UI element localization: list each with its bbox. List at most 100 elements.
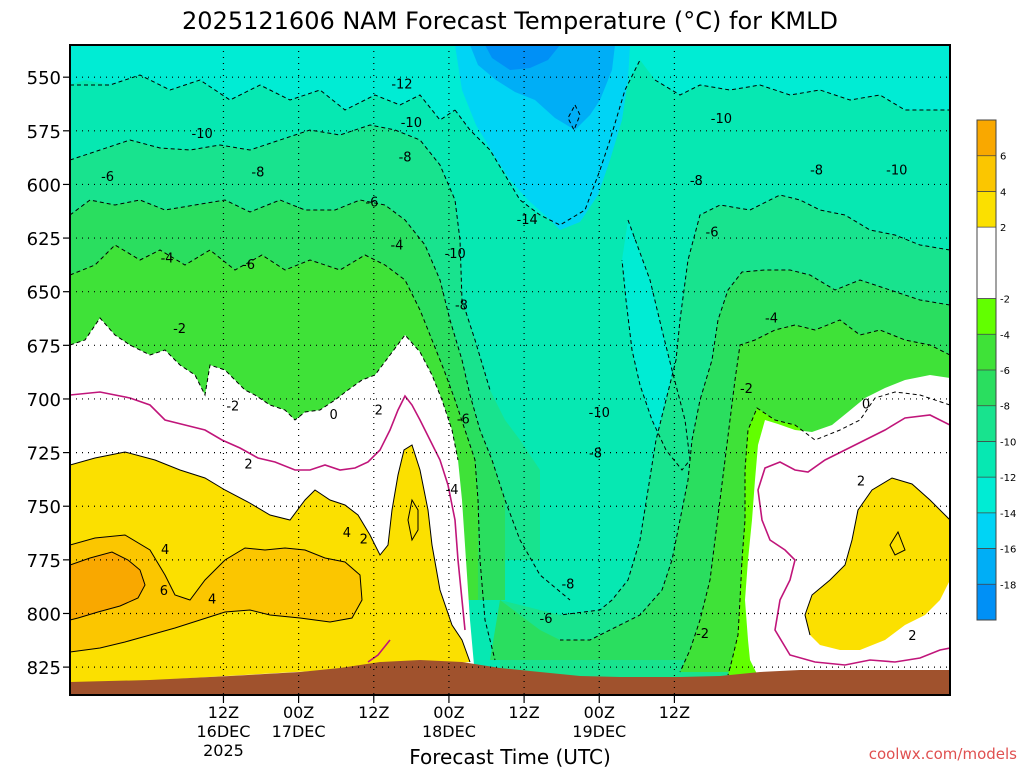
contour-label: 0 xyxy=(862,397,870,412)
colorbar-swatch xyxy=(977,120,996,156)
positive-contours xyxy=(70,444,950,663)
x-tick-label-time: 12Z xyxy=(508,703,539,722)
colorbar-swatch xyxy=(977,512,996,549)
y-tick-label-700: 700 xyxy=(27,390,61,411)
y-tick-label-800: 800 xyxy=(27,604,61,625)
colorbar-swatch xyxy=(977,191,996,228)
contour-label: -2 xyxy=(740,382,753,397)
x-tick-label-date: 18DEC xyxy=(422,722,476,741)
x-tick-label-time: 00Z xyxy=(433,703,464,722)
contour-label: 2 xyxy=(857,474,865,489)
contour-label: -6 xyxy=(540,612,553,627)
contour-label: 4 xyxy=(343,526,351,541)
y-tick-label-575: 575 xyxy=(27,122,61,143)
contour-label: -8 xyxy=(399,151,412,166)
colorbar-swatch xyxy=(977,405,996,442)
contour-label: -12 xyxy=(391,78,412,93)
contour-label: -10 xyxy=(886,163,907,178)
contour-label: -8 xyxy=(690,174,703,189)
colorbar-swatch xyxy=(977,155,996,192)
chart-title: 2025121606 NAM Forecast Temperature (°C)… xyxy=(182,7,838,35)
y-tick-label-775: 775 xyxy=(27,551,61,572)
contour-label: 2 xyxy=(908,629,916,644)
plot-area: -12 -10 -10 -10 -10 -8 -8 -8 -8 -6 -6 -6 -14 -4 -4 -4 -6… xyxy=(70,45,950,695)
y-tick-label-600: 600 xyxy=(27,175,61,196)
colorbar-swatch xyxy=(977,441,996,478)
x-axis-label: Forecast Time (UTC) xyxy=(409,745,611,768)
contour-label: -2 xyxy=(226,399,239,414)
zero-contour xyxy=(70,391,950,666)
x-tick-label-date: 16DEC xyxy=(196,722,250,741)
x-tick-label-year: 2025 xyxy=(203,741,244,760)
colorbar-swatch xyxy=(977,227,996,299)
contour-label: 4 xyxy=(208,592,216,607)
x-tick-label-date: 19DEC xyxy=(572,722,626,741)
x-tick-label-time: 00Z xyxy=(584,703,615,722)
contour-label: -10 xyxy=(445,247,466,262)
y-tick-label-550: 550 xyxy=(27,68,61,89)
contour-label: -4 xyxy=(765,311,778,326)
colorbar-legend: 6 4 2 -2 -4 -6 -8 -10 -12 -14 -16 -18 xyxy=(976,119,1016,621)
contour-label: -10 xyxy=(401,116,422,131)
contour-label: -6 xyxy=(101,170,114,185)
contour-label: -8 xyxy=(810,163,823,178)
colorbar-label: 2 xyxy=(1000,223,1006,234)
plot-frame xyxy=(69,44,951,696)
terrain xyxy=(70,660,950,695)
colorbar-label: -2 xyxy=(1000,295,1010,306)
field-4-to-6-left xyxy=(70,535,362,652)
contour-label: -6 xyxy=(457,412,470,427)
field-2-to-4-right xyxy=(805,478,950,650)
contour-label: 2 xyxy=(375,404,383,419)
colorbar-swatch xyxy=(977,298,996,335)
colorbar-label: -6 xyxy=(1000,366,1010,377)
contour-label: -2 xyxy=(173,322,186,337)
colorbar-swatch xyxy=(977,477,996,513)
colorbar-swatch xyxy=(977,548,996,585)
y-tick-label-725: 725 xyxy=(27,444,61,465)
contour-label: -8 xyxy=(561,577,574,592)
colorbar-label: 4 xyxy=(1000,187,1006,198)
y-axis: 550 575 600 625 650 675 700 725 750 775 800 825 xyxy=(27,68,70,679)
contour-label: -8 xyxy=(455,299,468,314)
colorbar-swatch xyxy=(977,370,996,406)
colorbar-label: -16 xyxy=(1000,545,1016,556)
source-watermark: coolwx.com/models xyxy=(869,745,1017,763)
contour-labels: -12 -10 -10 -10 -10 -8 -8 -8 -8 -6 -6 -6 -14 -4 -4 -4 -6… xyxy=(101,78,916,644)
colorbar-label: -4 xyxy=(1000,330,1010,341)
colorbar-label: -18 xyxy=(1000,580,1016,591)
x-tick-label-time: 12Z xyxy=(208,703,239,722)
contour-label: -10 xyxy=(589,406,610,421)
y-tick-label-650: 650 xyxy=(27,283,61,304)
x-tick-label-date: 17DEC xyxy=(272,722,326,741)
contour-label: 0 xyxy=(330,408,338,423)
contour-label: -14 xyxy=(517,213,538,228)
contour-label: -10 xyxy=(711,112,732,127)
field-minus-18 xyxy=(485,45,560,70)
y-tick-label-625: 625 xyxy=(27,229,61,250)
contour-label: 4 xyxy=(161,543,169,558)
x-tick-label-time: 12Z xyxy=(659,703,690,722)
colorbar-swatch xyxy=(977,334,996,370)
contour-label: -8 xyxy=(251,166,264,181)
x-tick-label-time: 12Z xyxy=(358,703,389,722)
grid-lines xyxy=(70,45,950,695)
contour-label: -8 xyxy=(589,447,602,462)
colorbar-swatch xyxy=(977,584,996,620)
contour-label: -6 xyxy=(706,226,719,241)
y-tick-label-675: 675 xyxy=(27,336,61,357)
colorbar-label: -10 xyxy=(1000,437,1016,448)
contour-label: -4 xyxy=(390,239,403,254)
contour-label: -6 xyxy=(242,258,255,273)
colorbar-label: -14 xyxy=(1000,509,1016,520)
colorbar-label: -12 xyxy=(1000,473,1016,484)
contour-label: 2 xyxy=(360,532,368,547)
y-tick-label-750: 750 xyxy=(27,497,61,518)
contour-label: 6 xyxy=(160,584,168,599)
contour-label: 2 xyxy=(244,457,252,472)
contour-label: -2 xyxy=(696,627,709,642)
colorbar-label: -8 xyxy=(1000,402,1010,413)
contour-label: -4 xyxy=(161,251,174,266)
